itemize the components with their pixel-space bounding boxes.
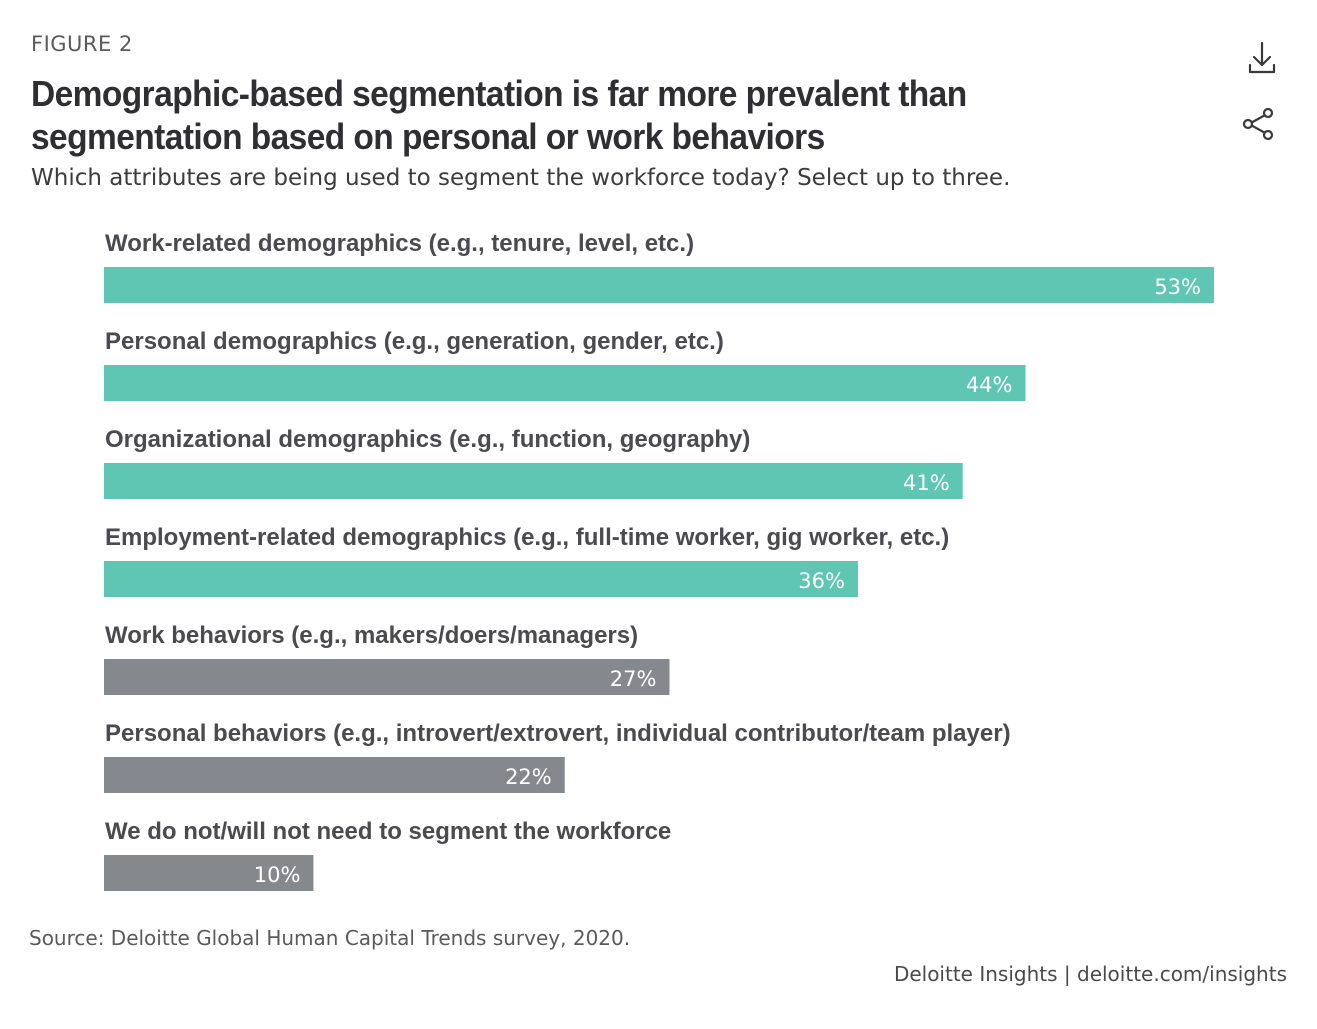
value-label: 22% — [505, 765, 552, 789]
bar — [104, 659, 670, 695]
value-label: 36% — [798, 569, 845, 593]
credit-link[interactable]: deloitte.com/insights — [1077, 962, 1287, 986]
value-label: 27% — [610, 667, 657, 691]
value-label: 41% — [903, 471, 950, 495]
figure-label: FIGURE 2 — [31, 32, 133, 56]
bar — [104, 561, 858, 597]
share-icon — [1242, 107, 1274, 141]
share-button[interactable] — [1238, 104, 1278, 144]
value-label: 44% — [966, 373, 1013, 397]
credit: Deloitte Insights | deloitte.com/insight… — [894, 962, 1287, 986]
category-label: Employment-related demographics (e.g., f… — [105, 524, 949, 551]
category-label: We do not/will not need to segment the w… — [105, 818, 671, 845]
chart-subtitle: Which attributes are being used to segme… — [31, 165, 1011, 191]
category-label: Work-related demographics (e.g., tenure,… — [105, 230, 694, 257]
credit-brand: Deloitte Insights — [893, 962, 1058, 986]
category-label: Personal behaviors (e.g., introvert/extr… — [105, 720, 1011, 747]
value-label: 10% — [254, 863, 301, 887]
source-note: Source: Deloitte Global Human Capital Tr… — [29, 926, 631, 950]
download-icon — [1248, 41, 1276, 74]
chart-title: Demographic-based segmentation is far mo… — [31, 73, 967, 157]
bar — [104, 365, 1026, 401]
category-label: Organizational demographics (e.g., funct… — [105, 426, 750, 453]
credit-separator: | — [1063, 962, 1071, 986]
category-label: Personal demographics (e.g., generation,… — [105, 328, 724, 355]
bar — [104, 267, 1214, 303]
bar — [104, 855, 314, 891]
bar — [104, 757, 565, 793]
category-label: Work behaviors (e.g., makers/doers/manag… — [105, 622, 638, 649]
bar — [104, 463, 963, 499]
download-button[interactable] — [1242, 38, 1282, 78]
value-label: 53% — [1154, 275, 1201, 299]
